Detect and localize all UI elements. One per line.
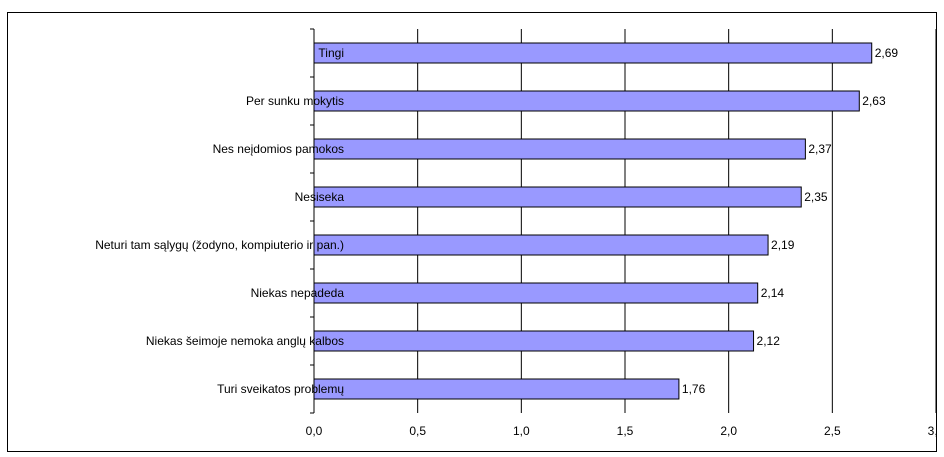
bar bbox=[313, 282, 759, 304]
value-label: 2,35 bbox=[804, 190, 828, 204]
category-label: Nes neįdomios pamokos bbox=[213, 142, 344, 156]
x-tick-label: 0,5 bbox=[409, 424, 426, 438]
category-label: Per sunku mokytis bbox=[246, 94, 344, 108]
bar-chart: 0,0 0,5 1,0 1,5 2,0 2,5 3,0 Tingi 2,69 Per sunku … bbox=[95, 28, 938, 438]
y-axis bbox=[310, 28, 315, 414]
x-tick-label: 0,0 bbox=[306, 424, 323, 438]
value-label: 1,76 bbox=[682, 382, 706, 396]
grid-lines bbox=[417, 29, 937, 413]
category-label: Turi sveikatos problemų bbox=[217, 382, 344, 396]
x-tick-label: 1,0 bbox=[513, 424, 530, 438]
x-tick-label: 1,5 bbox=[617, 424, 634, 438]
x-tick-label: 2,5 bbox=[824, 424, 841, 438]
value-label: 2,37 bbox=[808, 142, 832, 156]
bars bbox=[313, 42, 873, 400]
category-label: Niekas šeimoje nemoka anglų kalbos bbox=[146, 334, 344, 348]
value-label: 2,19 bbox=[771, 238, 795, 252]
value-label: 2,69 bbox=[875, 46, 899, 60]
value-label: 2,12 bbox=[757, 334, 781, 348]
bar bbox=[313, 138, 806, 160]
category-label: Tingi bbox=[318, 46, 344, 60]
x-tick-label: 3,0 bbox=[928, 424, 938, 438]
chart-frame: 0,0 0,5 1,0 1,5 2,0 2,5 3,0 Tingi 2,69 Per sunku … bbox=[7, 12, 938, 452]
bar bbox=[313, 234, 769, 256]
bar bbox=[313, 378, 680, 400]
value-label: 2,14 bbox=[761, 286, 785, 300]
labels: 0,0 0,5 1,0 1,5 2,0 2,5 3,0 Tingi 2,69 Per sunku … bbox=[95, 46, 938, 438]
category-label: Nesiseka bbox=[295, 190, 345, 204]
category-label: Neturi tam sąlygų (žodyno, kompiuterio i… bbox=[95, 238, 344, 252]
category-label: Niekas nepadeda bbox=[251, 286, 345, 300]
bar bbox=[313, 330, 755, 352]
bar bbox=[313, 186, 802, 208]
value-label: 2,63 bbox=[862, 94, 886, 108]
x-tick-label: 2,0 bbox=[720, 424, 737, 438]
bar bbox=[313, 42, 873, 64]
bar bbox=[313, 90, 860, 112]
